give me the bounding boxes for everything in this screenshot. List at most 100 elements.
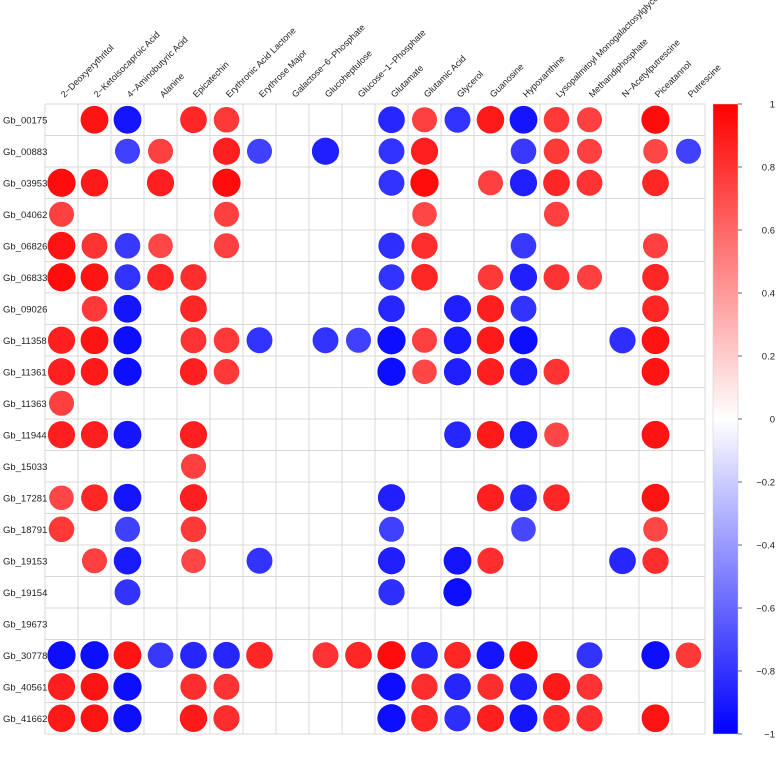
correlation-circle xyxy=(213,673,240,700)
correlation-circle xyxy=(476,704,505,732)
correlation-circle xyxy=(411,673,438,700)
correlation-circle xyxy=(642,169,669,197)
correlation-circle xyxy=(510,484,537,512)
correlation-circle xyxy=(377,704,406,733)
correlation-circle xyxy=(345,327,372,353)
correlation-circle xyxy=(576,673,603,700)
correlation-circle xyxy=(411,232,438,259)
correlation-circle xyxy=(641,704,670,733)
correlation-circle xyxy=(49,485,74,511)
correlation-circle xyxy=(643,138,668,164)
correlation-circle xyxy=(543,358,570,385)
correlation-circle xyxy=(114,264,141,291)
column-label: Alanine xyxy=(158,71,186,99)
column-label: Lysopalmitoyl Monogalactosylglycerol xyxy=(554,0,667,99)
correlation-circle xyxy=(378,138,405,165)
correlation-circle xyxy=(180,264,207,291)
correlation-circle xyxy=(179,704,208,732)
correlation-circle xyxy=(641,357,670,386)
correlation-circle xyxy=(114,516,141,542)
correlation-circle xyxy=(543,169,570,197)
row-label: Gb_19154 xyxy=(3,588,47,599)
correlation-circle xyxy=(114,232,141,259)
correlation-circle xyxy=(246,327,273,354)
correlation-circle xyxy=(80,704,109,733)
row-label: Gb_11944 xyxy=(3,430,47,441)
correlation-circle xyxy=(509,326,538,355)
correlation-circle xyxy=(609,547,636,575)
correlation-circle xyxy=(80,169,109,197)
correlation-circle xyxy=(48,201,75,227)
correlation-circle xyxy=(113,420,142,449)
correlation-circle xyxy=(47,263,76,292)
correlation-circle xyxy=(643,516,668,542)
colorbar-tick-label: 0.6 xyxy=(762,226,775,237)
correlation-circle xyxy=(476,421,505,449)
correlation-circle xyxy=(443,326,472,354)
correlation-circle xyxy=(509,673,538,701)
data-cells xyxy=(47,105,702,733)
correlation-circle xyxy=(443,295,472,323)
correlation-circle xyxy=(179,421,208,449)
row-label: Gb_00175 xyxy=(3,115,47,126)
correlation-circle xyxy=(246,641,273,669)
correlation-circle xyxy=(113,357,142,386)
correlation-circle xyxy=(378,106,405,134)
correlation-circle xyxy=(80,105,109,134)
correlation-circle xyxy=(147,642,174,669)
correlation-circle xyxy=(180,453,207,479)
correlation-circle xyxy=(477,547,504,574)
correlation-circle xyxy=(147,263,174,291)
row-label: Gb_15033 xyxy=(3,462,47,473)
correlation-circle xyxy=(114,579,141,606)
correlation-circle xyxy=(477,673,504,700)
correlation-circle xyxy=(378,169,405,196)
correlation-circle xyxy=(476,295,505,323)
correlation-circle xyxy=(412,359,437,385)
correlation-circle xyxy=(48,516,75,543)
colorbar-tick-label: 1 xyxy=(770,100,775,111)
correlation-circle xyxy=(576,264,603,290)
correlation-circle xyxy=(443,358,472,386)
grid xyxy=(44,103,706,735)
correlation-circle xyxy=(543,484,570,512)
correlation-circle xyxy=(113,105,142,134)
correlation-circle xyxy=(509,169,538,197)
colorbar-tick-label: 0 xyxy=(770,415,775,426)
correlation-circle xyxy=(213,106,240,133)
correlation-circle xyxy=(509,421,538,449)
correlation-circle xyxy=(81,548,108,574)
correlation-circle xyxy=(444,673,471,701)
row-label: Gb_17281 xyxy=(3,493,47,504)
correlation-circle xyxy=(509,641,538,670)
row-label: Gb_19673 xyxy=(3,619,47,630)
row-label: Gb_18791 xyxy=(3,525,47,536)
correlation-circle xyxy=(179,484,208,512)
correlation-circle xyxy=(543,704,570,732)
correlation-circle xyxy=(378,579,405,606)
correlation-circle xyxy=(80,326,109,355)
correlation-circle xyxy=(411,107,438,133)
correlation-circle xyxy=(148,233,173,259)
correlation-circle xyxy=(81,295,108,322)
correlation-circle xyxy=(509,105,538,134)
correlation-circle xyxy=(378,232,405,259)
correlation-circle xyxy=(47,358,76,386)
colorbar-tick-label: 0.4 xyxy=(762,289,775,300)
correlation-circle xyxy=(246,138,273,164)
correlation-circle xyxy=(444,421,471,449)
correlation-circle xyxy=(47,421,76,449)
correlation-circle xyxy=(47,231,76,260)
correlation-circle xyxy=(212,137,241,165)
column-label: 2−Ketoisocaproic Acid xyxy=(92,30,162,100)
column-label: Methandiphosphate xyxy=(587,36,650,99)
colorbar-tick-label: −1 xyxy=(764,730,775,741)
correlation-circle xyxy=(113,294,142,323)
correlation-circle xyxy=(80,358,109,386)
correlation-circle xyxy=(641,641,670,670)
correlation-circle xyxy=(576,169,603,196)
correlation-circle xyxy=(543,201,570,227)
correlation-circle xyxy=(180,295,207,323)
correlation-circle xyxy=(642,295,669,323)
